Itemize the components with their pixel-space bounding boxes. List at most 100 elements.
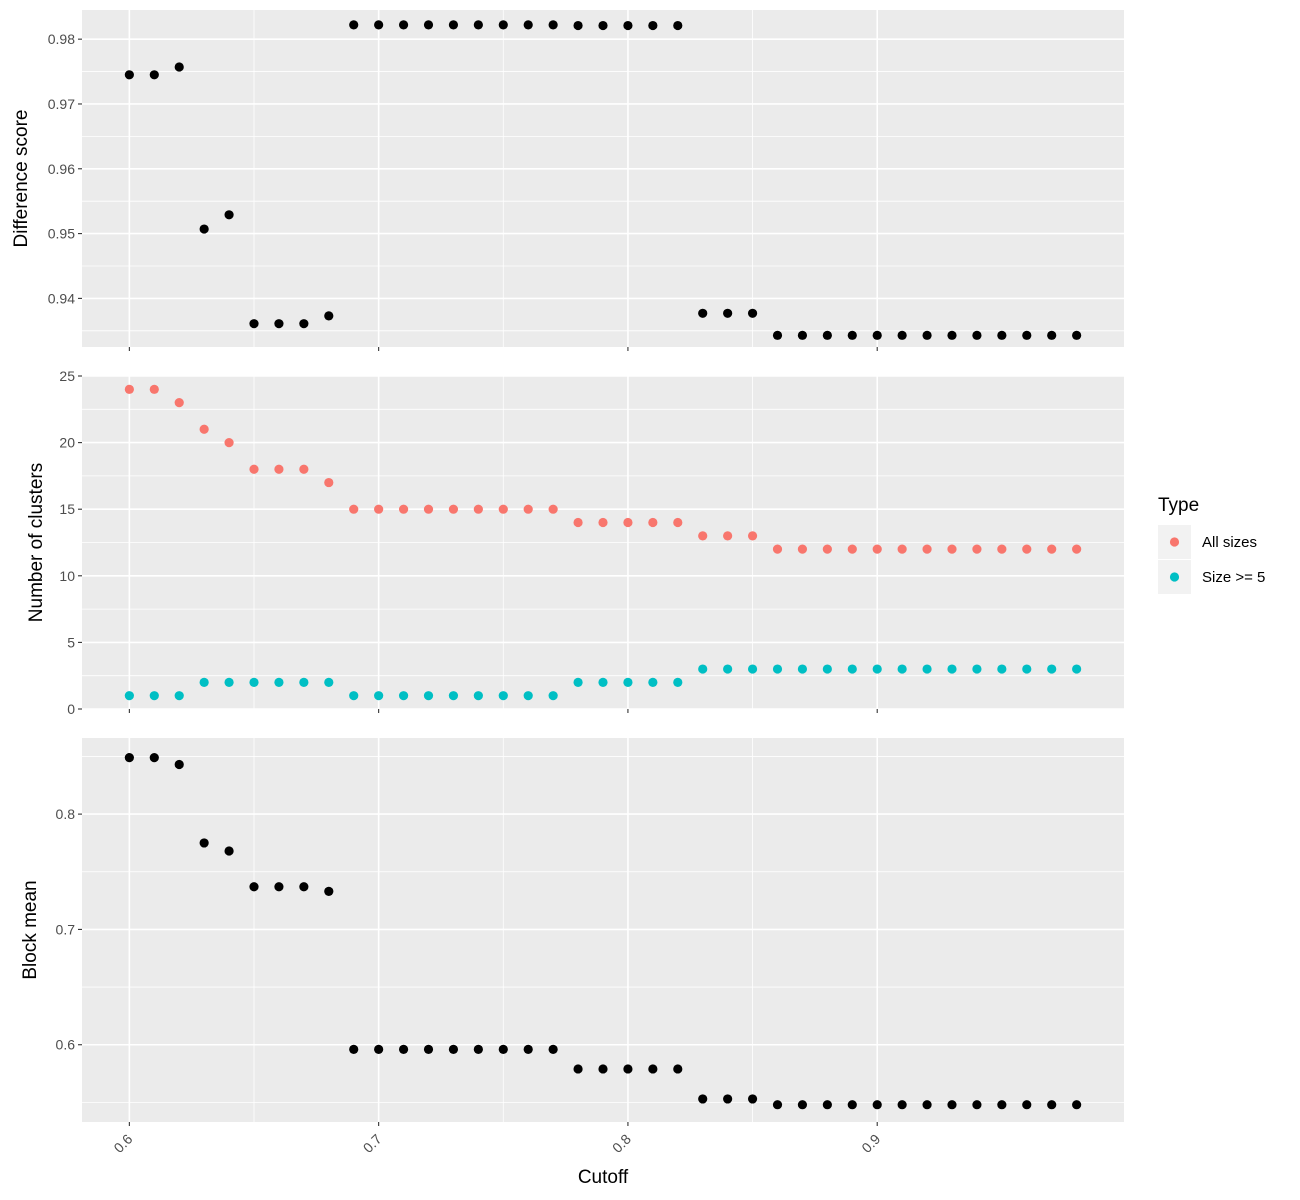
data-point xyxy=(523,20,533,30)
y-tick-label: 0 xyxy=(67,701,75,717)
data-point xyxy=(747,664,758,674)
legend-label: All sizes xyxy=(1202,534,1257,551)
data-point xyxy=(598,677,608,687)
data-point xyxy=(249,464,259,474)
data-point xyxy=(623,517,633,528)
data-point xyxy=(124,70,134,80)
data-point xyxy=(498,504,508,514)
data-point xyxy=(623,1064,633,1074)
data-point xyxy=(598,1064,608,1074)
legend-title: Type xyxy=(1158,495,1199,516)
data-point xyxy=(797,544,808,554)
data-point xyxy=(398,1044,409,1054)
data-point xyxy=(324,477,334,488)
data-point xyxy=(723,1094,733,1104)
data-point xyxy=(199,424,209,434)
x-tick-label: 0.8 xyxy=(609,1131,634,1156)
data-point xyxy=(473,1044,483,1054)
x-axis: 0.6 0.7 0.8 0.9 xyxy=(110,1131,883,1156)
y-tick-label: 25 xyxy=(59,368,75,384)
data-point xyxy=(1022,664,1032,674)
data-point xyxy=(573,20,583,31)
data-point xyxy=(872,544,882,554)
data-point xyxy=(623,677,633,687)
data-point xyxy=(498,1044,508,1054)
data-point xyxy=(797,664,808,674)
y-tick-label: 0.6 xyxy=(56,1037,76,1053)
data-point xyxy=(847,1100,857,1110)
data-point xyxy=(349,20,359,30)
data-point xyxy=(299,464,309,474)
y-tick-label: 0.7 xyxy=(56,921,76,937)
data-point xyxy=(997,1100,1007,1110)
data-point xyxy=(548,1044,558,1054)
legend-entries: All sizes Size >= 5 xyxy=(1158,525,1265,594)
data-point xyxy=(1022,330,1032,340)
data-point xyxy=(797,1100,808,1110)
data-point xyxy=(448,691,459,701)
data-point xyxy=(398,20,409,30)
data-point xyxy=(997,544,1007,554)
data-point xyxy=(673,20,683,31)
legend-label: Size >= 5 xyxy=(1202,569,1265,586)
data-point xyxy=(473,504,483,514)
data-point xyxy=(598,20,608,31)
data-point xyxy=(149,691,159,701)
data-point xyxy=(997,664,1007,674)
legend-marker xyxy=(1169,572,1180,582)
data-point xyxy=(723,308,733,318)
data-point xyxy=(772,544,783,554)
data-point xyxy=(997,330,1007,340)
data-point xyxy=(822,664,832,674)
data-point xyxy=(224,210,234,220)
data-point xyxy=(1072,1100,1082,1110)
data-point xyxy=(648,517,658,528)
data-point xyxy=(274,677,284,687)
y-tick-label: 0.98 xyxy=(48,31,75,47)
data-point xyxy=(1022,544,1032,554)
data-point xyxy=(673,517,683,528)
data-point xyxy=(249,319,259,329)
data-point xyxy=(523,1044,533,1054)
data-point xyxy=(324,311,334,321)
y-tick-label: 5 xyxy=(67,634,75,650)
data-point xyxy=(772,664,783,674)
data-point xyxy=(698,308,708,318)
data-point xyxy=(423,691,434,701)
data-point xyxy=(448,20,459,30)
data-point xyxy=(299,677,309,687)
data-point xyxy=(598,517,608,528)
data-point xyxy=(1072,664,1082,674)
data-point xyxy=(149,70,159,80)
data-point xyxy=(174,398,184,408)
data-point xyxy=(847,544,857,554)
data-point xyxy=(1047,1100,1057,1110)
data-point xyxy=(149,384,159,394)
series-1 xyxy=(124,384,1082,554)
data-point xyxy=(498,20,508,30)
data-point xyxy=(199,838,209,848)
data-point xyxy=(747,531,758,541)
data-point xyxy=(822,544,832,554)
data-point xyxy=(374,504,384,514)
data-point xyxy=(174,62,184,72)
data-point xyxy=(972,330,982,340)
data-point xyxy=(224,438,234,448)
x-axis-title: Cutoff xyxy=(578,1167,629,1188)
data-point xyxy=(723,531,733,541)
data-point xyxy=(374,20,384,30)
data-point xyxy=(673,1064,683,1074)
data-point xyxy=(174,691,184,701)
data-point xyxy=(747,308,758,318)
data-point xyxy=(448,504,459,514)
data-point xyxy=(199,677,209,687)
data-point xyxy=(747,1094,758,1104)
legend: Type All sizes Size >= 5 xyxy=(1158,495,1265,594)
data-point xyxy=(822,330,832,340)
data-point xyxy=(274,464,284,474)
data-point xyxy=(423,504,434,514)
data-point xyxy=(698,664,708,674)
facet-panels: 0.94 0.95 0.96 0.97 0.98 Difference score 0 5 10… xyxy=(11,10,1124,1126)
data-point xyxy=(299,319,309,329)
y-tick-label: 20 xyxy=(59,435,75,451)
